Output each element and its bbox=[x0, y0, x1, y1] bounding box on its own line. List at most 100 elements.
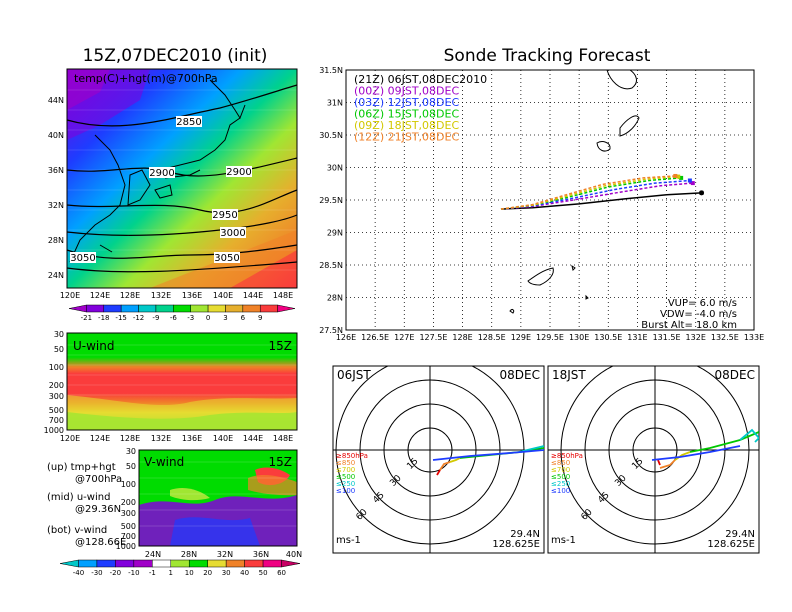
lon-tick: 129E bbox=[511, 333, 531, 342]
vwind-pressure-ticks: 30 50 100 200 300 500 700 1000 bbox=[116, 447, 136, 551]
colorbar-tick: -6 bbox=[170, 314, 178, 322]
svg-text:200: 200 bbox=[121, 498, 136, 507]
colorbar-cell bbox=[103, 304, 122, 313]
track-lines bbox=[500, 173, 705, 210]
svg-text:24N: 24N bbox=[145, 550, 161, 559]
legend-entry: (09Z) 18JST,08DEC bbox=[354, 119, 459, 132]
colorbar-tick: -15 bbox=[115, 314, 126, 322]
colorbar-cell bbox=[225, 559, 245, 568]
uwind-pressure-ticks: 30 50 100 200 300 500 700 1000 bbox=[44, 330, 64, 435]
hodograph-date: 08DEC bbox=[715, 368, 755, 382]
colorbar-cell bbox=[242, 304, 261, 313]
svg-text:Burst Alt= 18.0 km: Burst Alt= 18.0 km bbox=[641, 320, 737, 331]
colorbar-cell bbox=[96, 559, 116, 568]
colorbar-tick: -40 bbox=[73, 569, 84, 577]
colorbar-cell bbox=[170, 559, 190, 568]
track-end-marker bbox=[676, 174, 681, 179]
colorbar-cell bbox=[259, 304, 278, 313]
contour-label: 3000 bbox=[220, 228, 245, 239]
hodograph-lat: 29.4N bbox=[725, 529, 755, 540]
legend-entry: (03Z) 12JST,08DEC bbox=[354, 96, 459, 109]
colorbar-cell bbox=[120, 304, 139, 313]
lon-tick: 130E bbox=[569, 333, 589, 342]
wind-colorbar: -40 -30 -20 -10 -1 1 10 20 30 40 50 60 bbox=[59, 559, 301, 577]
colorbar-cell bbox=[155, 304, 174, 313]
lon-tick: 128E bbox=[452, 333, 472, 342]
lon-tick: 132E bbox=[686, 333, 706, 342]
lon-tick: 132.5E bbox=[711, 333, 739, 342]
lat-tick: 28.5N bbox=[319, 261, 343, 270]
level-legend: ≤700 bbox=[336, 466, 355, 474]
hodograph-trace bbox=[432, 449, 544, 461]
vwind-panel: V-wind 15Z bbox=[138, 449, 298, 547]
colorbar-cell bbox=[59, 559, 79, 568]
colorbar-tick: 60 bbox=[277, 569, 286, 577]
svg-text:120E: 120E bbox=[60, 291, 80, 300]
hodograph-trace bbox=[439, 461, 451, 471]
track-panel bbox=[345, 69, 755, 331]
colorbar-tick: 9 bbox=[258, 314, 262, 322]
colorbar-cell bbox=[138, 304, 157, 313]
panel-notes: (up) tmp+hgt @700hPa (mid) u-wind @29.36… bbox=[47, 462, 126, 548]
legend-entry: (12Z) 21JST,08DEC bbox=[354, 131, 459, 144]
legend-entry: (06Z) 15JST,08DEC bbox=[354, 108, 459, 121]
svg-text:1000: 1000 bbox=[116, 542, 136, 551]
svg-text:132E: 132E bbox=[151, 434, 171, 443]
lon-tick: 128.5E bbox=[478, 333, 506, 342]
lon-tick: 131E bbox=[627, 333, 647, 342]
svg-text:32N: 32N bbox=[48, 201, 64, 210]
level-legend: ≤850 bbox=[551, 459, 570, 467]
colorbar-cell bbox=[115, 559, 135, 568]
svg-text:@29.36N: @29.36N bbox=[75, 504, 121, 515]
svg-text:700: 700 bbox=[121, 532, 136, 541]
svg-text:148E: 148E bbox=[273, 291, 293, 300]
hodograph-unit: ms-1 bbox=[551, 535, 576, 546]
svg-text:44N: 44N bbox=[48, 96, 64, 105]
lon-tick: 133E bbox=[744, 333, 764, 342]
colorbar-cell bbox=[152, 559, 172, 568]
track-lat-ticks: 31.5N 31N 30.5N 30N 29.5N 29N 28.5N 28N 27.5N bbox=[319, 66, 343, 335]
lat-tick: 27.5N bbox=[319, 326, 343, 335]
colorbar-cell bbox=[78, 559, 98, 568]
colorbar-cell bbox=[277, 304, 296, 313]
svg-text:30: 30 bbox=[126, 447, 136, 456]
track-legend: (21Z) 06JST,08DEC2010(00Z) 09JST,08DEC(0… bbox=[354, 73, 487, 144]
svg-text:144E: 144E bbox=[243, 434, 263, 443]
lat-tick: 29.5N bbox=[319, 196, 343, 205]
svg-text:144E: 144E bbox=[243, 291, 263, 300]
level-legend: ≤700 bbox=[551, 466, 570, 474]
contour-label: 2850 bbox=[176, 117, 201, 128]
svg-text:700: 700 bbox=[49, 416, 64, 425]
hodograph-trace bbox=[739, 428, 759, 443]
svg-text:124E: 124E bbox=[90, 291, 110, 300]
level-legend: ≤500 bbox=[336, 473, 355, 481]
colorbar-tick: 20 bbox=[203, 569, 212, 577]
track-burst-point bbox=[699, 190, 705, 196]
colorbar-tick: 3 bbox=[223, 314, 227, 322]
map-lon-ticks: 120E 124E 128E 132E 136E 140E 144E 148E bbox=[60, 291, 293, 300]
svg-text:VUP= 6.0 m/s: VUP= 6.0 m/s bbox=[668, 298, 737, 309]
svg-text:100: 100 bbox=[49, 363, 64, 372]
lon-tick: 127.5E bbox=[419, 333, 447, 342]
hodograph-trace bbox=[659, 459, 676, 469]
lon-tick: 126.5E bbox=[361, 333, 389, 342]
svg-text:136E: 136E bbox=[182, 434, 202, 443]
svg-text:132E: 132E bbox=[151, 291, 171, 300]
uwind-lon-ticks: 120E 124E 128E 132E 136E 140E 144E 148E bbox=[60, 434, 293, 443]
colorbar-cell bbox=[190, 304, 209, 313]
vwind-time: 15Z bbox=[269, 455, 293, 469]
colorbar-tick: -20 bbox=[110, 569, 121, 577]
colorbar-tick: -30 bbox=[91, 569, 102, 577]
contour-label: 3050 bbox=[214, 253, 239, 264]
track-lon-ticks: 126E 126.5E 127E 127.5E 128E 128.5E 129E 129.5E… bbox=[336, 333, 764, 342]
colorbar-cell bbox=[207, 559, 227, 568]
map-variable-label: temp(C)+hgt(m)@700hPa bbox=[74, 72, 218, 85]
lat-tick: 31.5N bbox=[319, 66, 343, 75]
track-end-marker bbox=[690, 181, 695, 186]
svg-text:VDW= -4.0 m/s: VDW= -4.0 m/s bbox=[660, 309, 737, 320]
vwind-label: V-wind bbox=[144, 455, 184, 469]
contour-label: 2900 bbox=[226, 167, 251, 178]
svg-text:124E: 124E bbox=[90, 434, 110, 443]
map-lat-ticks: 44N 40N 36N 32N 28N 24N bbox=[48, 96, 64, 280]
